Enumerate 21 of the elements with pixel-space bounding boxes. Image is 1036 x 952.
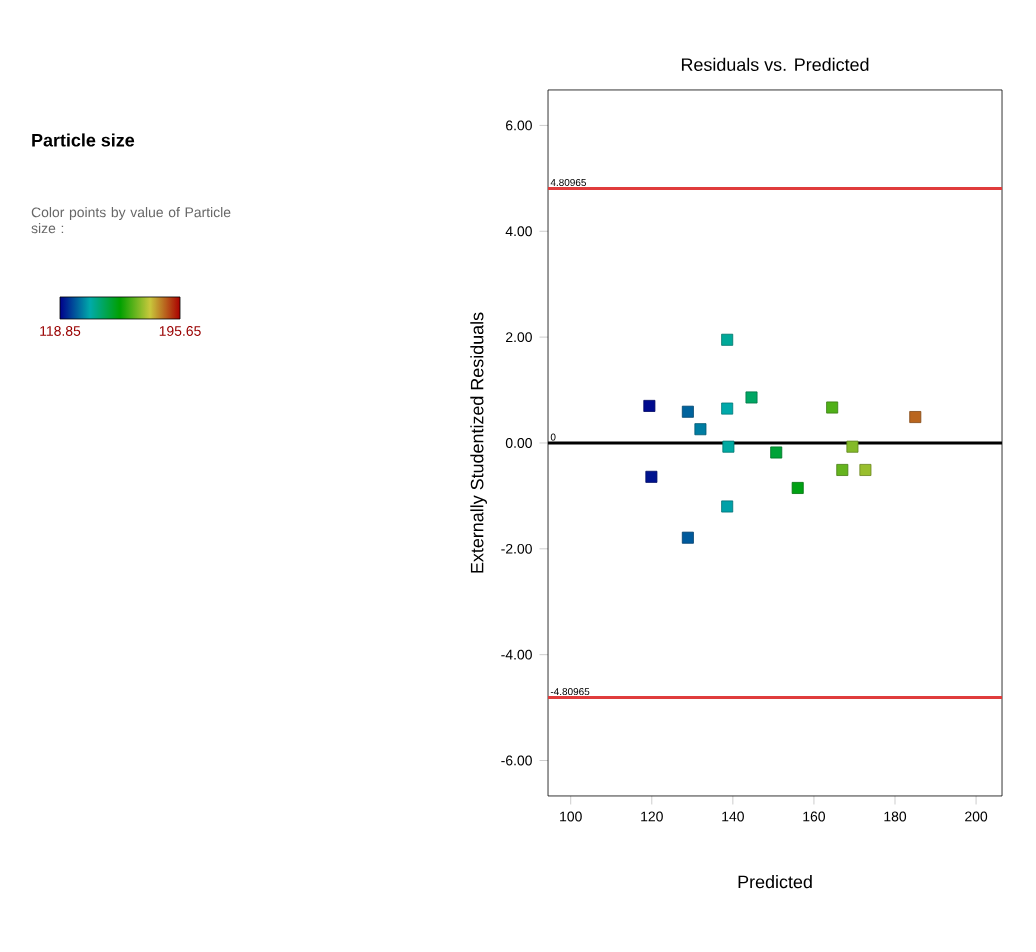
point [909, 411, 922, 424]
point [770, 446, 783, 459]
point [826, 401, 839, 414]
point [643, 399, 656, 412]
x-axis-title: Predicted [738, 875, 812, 889]
point [721, 333, 734, 346]
point [745, 391, 758, 404]
point [694, 423, 707, 436]
point [721, 500, 734, 513]
point [645, 470, 658, 483]
y-axis-title: Externally Studentized Residuals [470, 312, 487, 573]
point [681, 405, 694, 418]
point [722, 440, 735, 453]
chart-title: Residuals vs. Predicted [681, 57, 869, 71]
point [846, 440, 859, 453]
point [681, 531, 694, 544]
point [721, 402, 734, 415]
point [859, 463, 872, 476]
point [791, 481, 804, 494]
text: Particle size [32, 133, 135, 147]
point [836, 463, 849, 476]
